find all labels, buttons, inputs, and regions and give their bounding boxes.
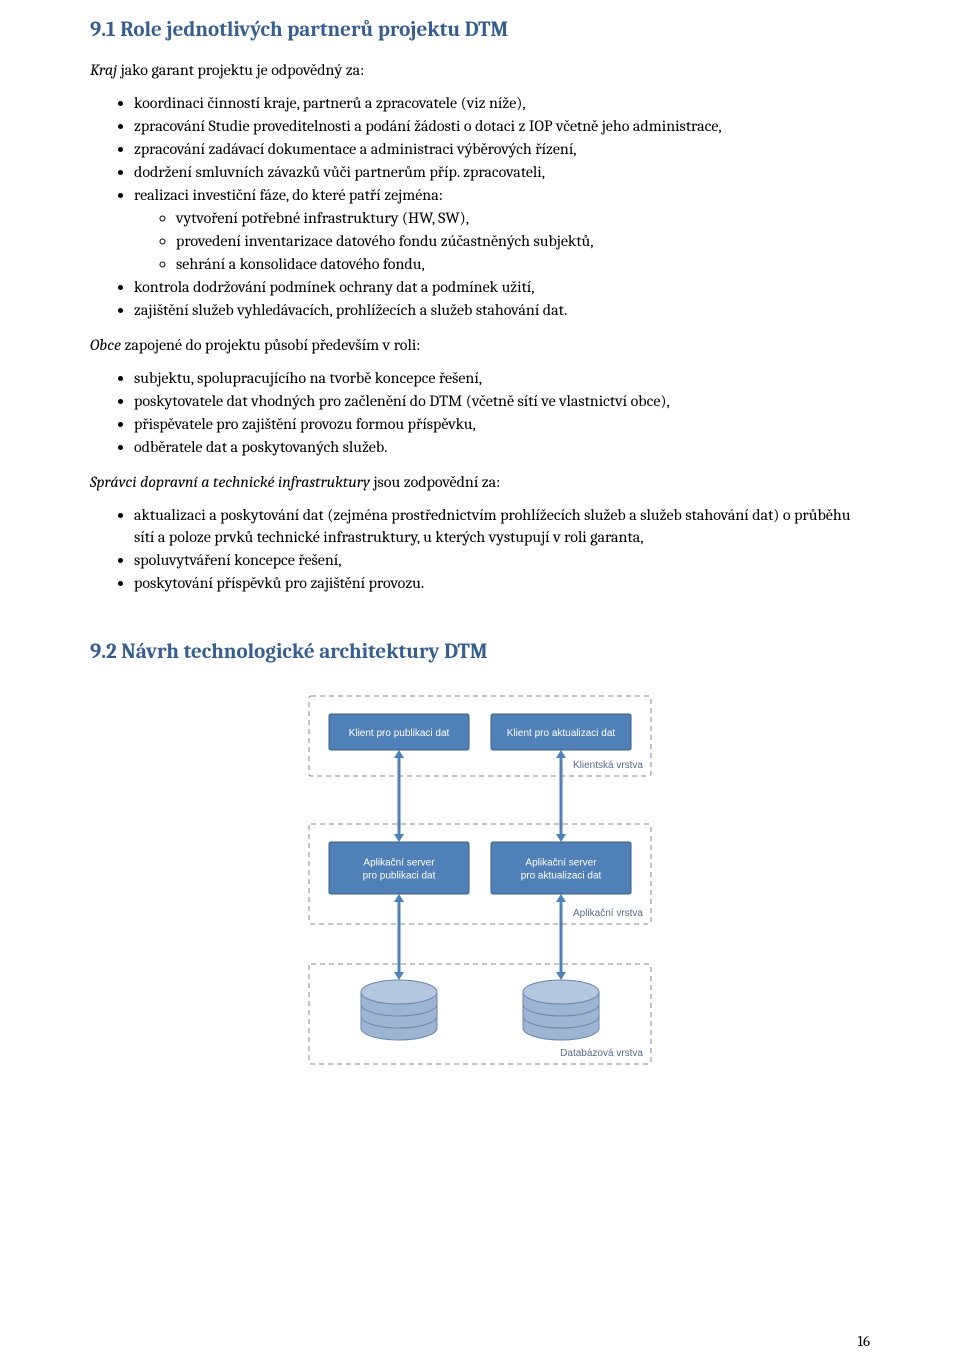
kraj-intro: Kraj jako garant projektu je odpovědný z… (90, 60, 870, 82)
page-number: 16 (858, 1332, 870, 1350)
spravci-italic: Správci dopravní a technické infrastrukt… (90, 473, 370, 491)
spravci-list: aktualizaci a poskytování dat (zejména p… (90, 504, 870, 594)
svg-text:pro publikaci dat: pro publikaci dat (363, 871, 436, 882)
list-item: zpracování zadávací dokumentace a admini… (134, 138, 870, 160)
list-item: dodržení smluvních závazků vůči partnerů… (134, 161, 870, 183)
list-item: přispěvatele pro zajištění provozu formo… (134, 413, 870, 435)
svg-text:Klient pro publikaci dat: Klient pro publikaci dat (349, 728, 450, 739)
list-item: spoluvytváření koncepce řešení, (134, 549, 870, 571)
list-item: zpracování Studie proveditelnosti a podá… (134, 115, 870, 137)
kraj-list: koordinaci činností kraje, partnerů a zp… (90, 92, 870, 322)
obce-italic: Obce (90, 336, 121, 354)
svg-text:Aplikační server: Aplikační server (363, 858, 435, 869)
list-item: subjektu, spolupracujícího na tvorbě kon… (134, 367, 870, 389)
heading-9-1: 9.1 Role jednotlivých partnerů projektu … (90, 18, 870, 42)
obce-list: subjektu, spolupracujícího na tvorbě kon… (90, 367, 870, 458)
kraj-sublist: vytvoření potřebné infrastruktury (HW, S… (134, 207, 870, 275)
obce-intro: Obce zapojené do projektu působí předevš… (90, 335, 870, 357)
list-item: koordinaci činností kraje, partnerů a zp… (134, 92, 870, 114)
list-item: poskytovatele dat vhodných pro začlenění… (134, 390, 870, 412)
list-item: poskytování příspěvků pro zajištění prov… (134, 572, 870, 594)
kraj-intro-text: jako garant projektu je odpovědný za: (121, 61, 365, 79)
spravci-intro: Správci dopravní a technické infrastrukt… (90, 472, 870, 494)
architecture-diagram-wrap: Klientská vrstva Aplikační vrstva Databázo… (90, 684, 870, 1074)
architecture-diagram: Klientská vrstva Aplikační vrstva Databázo… (295, 684, 665, 1074)
obce-intro-text: zapojené do projektu působí především v … (125, 336, 421, 354)
list-item: zajištění služeb vyhledávacích, prohlíže… (134, 299, 870, 321)
list-item: realizaci investiční fáze, do které patř… (134, 184, 870, 275)
svg-text:Aplikační server: Aplikační server (525, 858, 597, 869)
page: 9.1 Role jednotlivých partnerů projektu … (0, 0, 960, 1370)
kraj-italic: Kraj (90, 61, 117, 79)
svg-text:pro aktualizaci dat: pro aktualizaci dat (521, 871, 602, 882)
svg-text:Klientská vrstva: Klientská vrstva (573, 760, 643, 771)
svg-text:Databázová vrstva: Databázová vrstva (560, 1048, 643, 1059)
heading-9-2: 9.2 Návrh technologické architektury DTM (90, 640, 870, 664)
list-item: vytvoření potřebné infrastruktury (HW, S… (176, 207, 870, 229)
list-item-text: realizaci investiční fáze, do které patř… (134, 186, 443, 204)
svg-text:Aplikační vrstva: Aplikační vrstva (573, 908, 643, 919)
list-item: aktualizaci a poskytování dat (zejména p… (134, 504, 870, 548)
list-item: kontrola dodržování podmínek ochrany dat… (134, 276, 870, 298)
svg-text:Klient pro aktualizaci dat: Klient pro aktualizaci dat (507, 728, 616, 739)
list-item: provedení inventarizace datového fondu z… (176, 230, 870, 252)
list-item: odběratele dat a poskytovaných služeb. (134, 436, 870, 458)
list-item: sehrání a konsolidace datového fondu, (176, 253, 870, 275)
spravci-intro-text: jsou zodpovědní za: (373, 473, 500, 491)
